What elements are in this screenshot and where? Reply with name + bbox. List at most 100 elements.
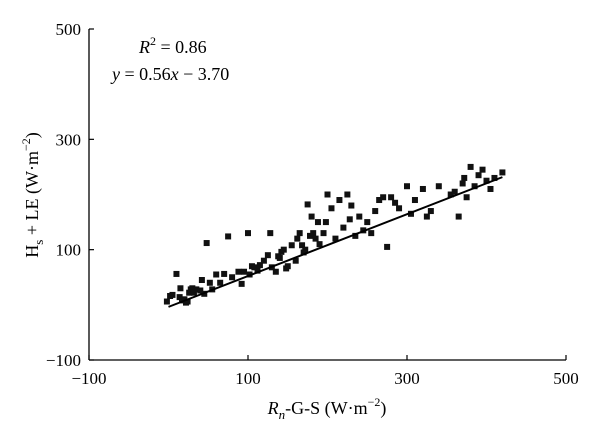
data-point <box>310 230 317 237</box>
data-point <box>384 243 391 250</box>
data-point <box>245 230 251 237</box>
y-tick-label: 500 <box>56 20 82 39</box>
data-point <box>411 197 418 204</box>
data-point <box>435 183 442 190</box>
y-tick-label: 300 <box>56 130 82 149</box>
data-point <box>225 233 232 240</box>
data-point <box>404 183 410 190</box>
regression-equation: y = 0.56x − 3.70 <box>110 64 229 84</box>
data-point <box>332 235 339 242</box>
data-point <box>479 166 486 173</box>
data-point <box>280 246 287 253</box>
data-point <box>238 280 245 287</box>
data-point <box>176 294 183 301</box>
data-point <box>463 194 470 201</box>
data-point <box>163 298 170 305</box>
data-point <box>423 213 430 220</box>
y-tick-label: 100 <box>56 241 82 260</box>
data-point <box>392 199 399 206</box>
data-point <box>276 254 283 261</box>
data-point <box>368 230 375 237</box>
data-point <box>299 242 306 249</box>
x-tick-label: 500 <box>553 369 579 388</box>
data-point <box>499 169 506 176</box>
data-point <box>471 183 478 190</box>
data-point <box>294 235 301 242</box>
data-point <box>372 208 379 215</box>
data-point <box>264 252 271 259</box>
data-point <box>407 210 414 217</box>
data-point <box>308 213 315 220</box>
data-point <box>235 268 242 275</box>
data-point <box>173 270 180 277</box>
data-point <box>451 188 458 195</box>
data-point <box>312 235 319 242</box>
data-point <box>320 230 327 237</box>
y-tick-label: −100 <box>46 351 81 370</box>
data-point <box>203 240 210 247</box>
data-point <box>346 216 353 223</box>
data-point <box>189 285 196 292</box>
data-point <box>461 174 468 181</box>
data-point <box>181 296 188 303</box>
x-axis-title: Rn-G-S (W·m−2) <box>267 395 387 422</box>
data-point <box>307 232 314 239</box>
data-point <box>324 191 331 198</box>
data-point <box>267 230 274 237</box>
y-ticks: −100 100 300 500 <box>46 20 94 370</box>
data-point <box>284 263 291 270</box>
data-point <box>388 194 395 201</box>
data-point <box>328 205 335 212</box>
data-point <box>169 291 176 298</box>
x-tick-label: 100 <box>235 369 261 388</box>
data-point <box>427 208 434 215</box>
data-point <box>198 277 205 284</box>
data-point <box>376 197 383 204</box>
data-point <box>186 289 193 296</box>
data-point <box>322 219 329 226</box>
data-point <box>336 197 343 204</box>
data-point <box>184 298 191 305</box>
data-point <box>455 213 462 220</box>
data-point <box>340 224 347 231</box>
data-point <box>314 219 321 226</box>
data-point <box>241 268 248 275</box>
data-point <box>288 242 295 249</box>
data-point <box>229 274 236 281</box>
data-point <box>364 219 371 226</box>
data-point <box>344 191 351 198</box>
data-point <box>447 191 454 198</box>
data-point <box>193 286 200 293</box>
data-point <box>459 180 466 187</box>
data-point <box>487 185 494 192</box>
data-point <box>491 174 498 181</box>
regression-line <box>168 176 503 308</box>
data-point <box>483 177 490 184</box>
data-point <box>272 268 279 275</box>
data-point <box>302 246 309 253</box>
data-point <box>356 213 363 220</box>
data-point <box>352 232 359 239</box>
data-point <box>304 201 311 208</box>
x-ticks: −100 100 300 500 <box>71 355 579 388</box>
data-points <box>163 163 506 306</box>
data-point <box>190 289 197 296</box>
data-point <box>221 270 228 277</box>
data-point <box>177 285 184 292</box>
data-point <box>467 163 474 170</box>
x-tick-label: 300 <box>394 369 420 388</box>
data-point <box>292 257 299 264</box>
data-point <box>217 279 224 286</box>
data-point <box>213 271 220 278</box>
data-point <box>396 205 403 212</box>
data-point <box>348 202 355 209</box>
data-point <box>316 241 323 248</box>
data-point <box>419 185 426 192</box>
data-point <box>380 194 387 201</box>
data-point <box>254 267 261 274</box>
axes <box>88 29 566 361</box>
x-tick-label: −100 <box>71 369 106 388</box>
data-point <box>475 172 482 179</box>
y-axis-title: Hs + LE (W·m−2) <box>19 132 46 257</box>
